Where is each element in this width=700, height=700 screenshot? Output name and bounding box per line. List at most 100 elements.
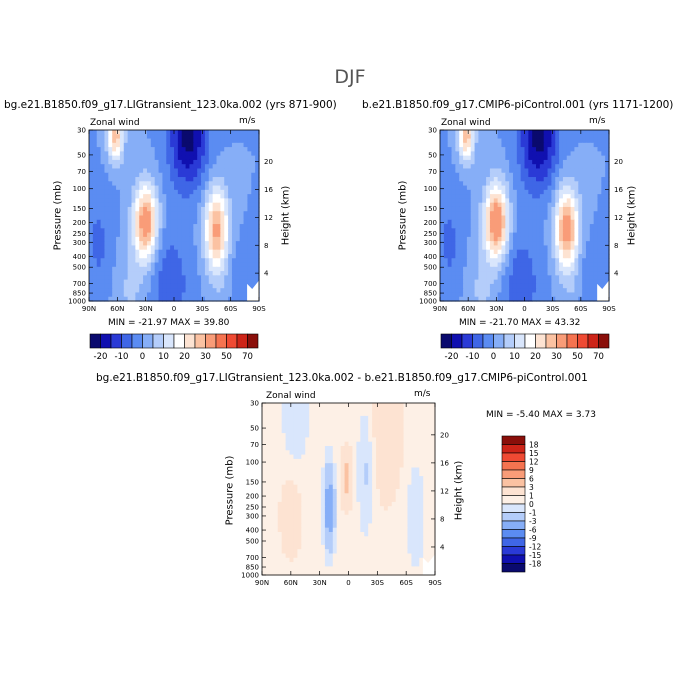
contour-cell — [486, 228, 491, 234]
contour-cell — [255, 245, 260, 251]
contour-cell — [415, 458, 420, 464]
contour-cell — [585, 283, 591, 289]
contour-cell — [505, 198, 510, 204]
contour-cell — [559, 232, 564, 238]
contour-cell — [135, 232, 140, 238]
contour-cell — [574, 266, 579, 272]
contour-cell — [463, 253, 468, 259]
contour-cell — [181, 147, 187, 152]
contour-cell — [391, 454, 397, 460]
contour-cell — [239, 288, 245, 294]
contour-cell — [352, 420, 357, 426]
contour-cell — [601, 147, 606, 152]
contour-cell — [224, 181, 229, 187]
contour-cell — [379, 437, 385, 443]
contour-cell — [193, 168, 198, 174]
contour-cell — [524, 172, 529, 178]
contour-cell — [216, 288, 221, 294]
contour-cell — [265, 441, 271, 447]
contour-cell — [305, 476, 310, 481]
contour-cell — [174, 296, 179, 302]
contour-cell — [170, 288, 175, 294]
contour-cell — [589, 202, 595, 208]
contour-cell — [501, 202, 506, 208]
contour-cell — [189, 232, 194, 238]
contour-cell — [112, 189, 117, 195]
contour-cell — [505, 241, 510, 247]
contour-cell — [309, 415, 314, 421]
contour-cell — [100, 142, 106, 148]
contour-cell — [92, 288, 98, 294]
contour-cell — [570, 296, 576, 302]
contour-cell — [289, 476, 295, 481]
contour-cell — [423, 437, 428, 443]
contour-cell — [536, 266, 541, 272]
contour-cell — [376, 415, 381, 421]
contour-cell — [605, 198, 610, 204]
contour-cell — [520, 249, 526, 255]
contour-cell — [158, 147, 164, 152]
contour-cell — [177, 202, 183, 208]
contour-cell — [589, 206, 595, 212]
contour-cell — [143, 181, 148, 187]
contour-cell — [216, 206, 221, 212]
contour-cell — [239, 232, 245, 238]
contour-cell — [466, 258, 472, 264]
x-tick-label: 0 — [522, 305, 526, 313]
panel1-title: bg.e21.B1850.f09_g17.LIGtransient_123.0k… — [4, 99, 337, 111]
contour-cell — [372, 411, 377, 417]
contour-cell — [220, 215, 225, 221]
contour-cell — [497, 151, 503, 157]
contour-cell — [403, 433, 409, 438]
contour-cell — [482, 236, 487, 242]
contour-cell — [391, 523, 397, 529]
contour-cell — [463, 232, 468, 238]
y-tick-label: 150 — [73, 205, 86, 213]
contour-cell — [146, 279, 152, 285]
contour-cell — [119, 262, 125, 268]
contour-cell — [228, 211, 233, 217]
contour-cell — [340, 403, 346, 408]
contour-cell — [532, 185, 537, 191]
contour-cell — [243, 130, 249, 135]
contour-cell — [543, 258, 549, 264]
colorbar-label: -10 — [115, 352, 129, 362]
contour-cell — [532, 219, 537, 225]
contour-cell — [96, 275, 102, 281]
contour-cell — [574, 211, 579, 217]
contour-cell — [440, 159, 445, 165]
contour-cell — [559, 181, 564, 187]
contour-cell — [562, 185, 568, 191]
contour-cell — [524, 236, 529, 242]
contour-cell — [524, 296, 529, 302]
contour-cell — [131, 159, 136, 165]
contour-cell — [411, 420, 416, 426]
contour-cell — [201, 262, 206, 268]
contour-cell — [289, 510, 295, 516]
contour-cell — [269, 476, 275, 481]
contour-cell — [505, 142, 510, 148]
contour-cell — [360, 467, 365, 473]
contour-cell — [235, 211, 241, 217]
contour-cell — [407, 471, 413, 477]
contour-cell — [451, 147, 456, 152]
contour-cell — [309, 467, 314, 473]
y2-tick-label: 8 — [264, 242, 268, 250]
contour-cell — [512, 224, 518, 229]
contour-cell — [265, 407, 271, 413]
contour-cell — [459, 147, 464, 152]
contour-cell — [262, 519, 267, 524]
contour-cell — [536, 202, 541, 208]
contour-cell — [166, 134, 171, 140]
contour-cell — [528, 151, 533, 157]
contour-cell — [108, 296, 113, 302]
contour-cell — [146, 266, 152, 272]
contour-cell — [352, 514, 357, 520]
contour-cell — [309, 480, 314, 486]
contour-cell — [562, 198, 568, 204]
contour-cell — [415, 450, 420, 456]
contour-cell — [352, 501, 357, 507]
contour-cell — [356, 514, 361, 520]
contour-cell — [443, 241, 449, 247]
contour-cell — [228, 202, 233, 208]
